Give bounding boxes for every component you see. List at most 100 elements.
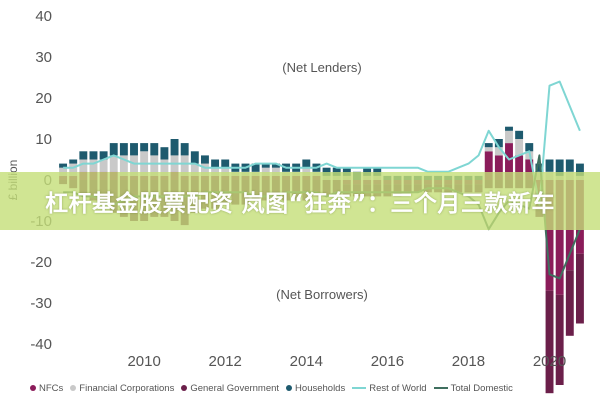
bar-households [545, 159, 554, 172]
legend-label: General Government [190, 382, 280, 394]
annotation-net-lenders: (Net Lenders) [282, 60, 361, 75]
bar-households [130, 143, 138, 156]
bar-households [332, 167, 341, 176]
bar-financial [302, 167, 311, 176]
bar-households [251, 163, 260, 172]
bar-nfcs [555, 180, 564, 295]
x-tick-label: 2018 [452, 353, 485, 370]
bar-financial [160, 159, 169, 176]
bar-nfcs [505, 143, 513, 180]
bar-financial [130, 155, 138, 176]
bar-households [271, 163, 280, 168]
legend-item: Financial Corporations [70, 383, 174, 394]
bar-households [363, 167, 372, 176]
bar-households [525, 143, 534, 152]
bar-financial [261, 167, 270, 176]
bar-financial [211, 167, 220, 176]
bar-government [545, 290, 554, 394]
y-tick-label: -30 [30, 295, 52, 312]
legend-marker [352, 387, 367, 389]
legend-marker [30, 385, 36, 391]
bar-nfcs [545, 180, 554, 291]
x-tick-label: 2012 [209, 353, 242, 370]
bar-financial [89, 159, 98, 172]
bar-households [170, 139, 179, 156]
bar-financial [59, 167, 68, 176]
bar-financial [180, 155, 189, 176]
legend-label: NFCs [39, 382, 64, 394]
legend-item: Households [286, 383, 345, 394]
bar-households [484, 143, 493, 148]
legend-item: NFCs [30, 383, 63, 394]
bar-households [373, 167, 382, 176]
y-tick-label: -40 [30, 336, 52, 353]
banner-text: 杠杆基金股票配资 岚图“狂奔”：三个月三款新车 [45, 191, 555, 217]
bar-households [109, 143, 118, 156]
legend-label: Financial Corporations [79, 382, 175, 394]
y-tick-label: 30 [35, 49, 52, 66]
legend-marker [286, 385, 293, 391]
bar-financial [79, 159, 88, 172]
x-tick-label: 2014 [290, 353, 323, 370]
bar-nfcs [525, 159, 534, 180]
bar-households [342, 167, 351, 176]
bar-households [261, 163, 270, 168]
bar-households [211, 159, 220, 168]
bar-households [190, 151, 199, 164]
bar-households [79, 151, 88, 160]
legend-marker [433, 387, 448, 389]
x-tick-label: 2016 [371, 353, 404, 370]
bar-financial [69, 163, 78, 176]
legend-label: Total Domestic [450, 382, 513, 394]
bar-financial [271, 167, 280, 176]
bar-households [180, 143, 189, 156]
bar-households [565, 159, 574, 172]
bar-financial [484, 147, 493, 152]
bar-financial [190, 163, 199, 176]
bar-households [555, 159, 564, 176]
bar-financial [515, 139, 524, 156]
bar-financial [109, 155, 118, 172]
bar-households [99, 151, 108, 160]
bar-households [322, 167, 331, 176]
legend-label: Rest of World [369, 382, 427, 394]
x-tick-label: 2020 [533, 353, 566, 370]
bar-households [505, 126, 513, 131]
x-tick-labels: 2010 2012 2014 2016 2018 2020 [127, 353, 566, 370]
bar-households [69, 159, 78, 164]
bar-nfcs [484, 151, 493, 180]
annotation-net-borrowers: (Net Borrowers) [276, 287, 368, 302]
bar-households [302, 159, 311, 168]
bar-households [160, 147, 169, 160]
x-tick-label: 2010 [127, 353, 160, 370]
bar-households [119, 143, 128, 156]
watermark-banner: 杠杆基金股票配资 岚图“狂奔”：三个月三款新车 [0, 172, 600, 230]
legend-marker [181, 385, 188, 391]
legend-label: Households [295, 382, 346, 394]
bar-financial [99, 159, 108, 172]
legend-item: General Government [181, 383, 279, 394]
bar-financial [221, 167, 230, 176]
bar-financial [119, 155, 128, 176]
legend: NFCs Financial Corporations General Govern… [30, 380, 590, 396]
bar-nfcs [494, 155, 503, 180]
legend-marker [70, 385, 77, 391]
bar-financial [494, 147, 503, 156]
bar-financial [505, 130, 513, 144]
bar-households [150, 143, 159, 156]
bar-government [555, 294, 564, 385]
bar-households [515, 130, 524, 139]
bar-government [575, 253, 584, 324]
y-tick-label: 10 [35, 131, 52, 148]
bar-households [575, 163, 584, 176]
bar-households [221, 159, 230, 168]
bar-financial [150, 155, 159, 176]
bar-financial [200, 163, 209, 176]
bar-households [494, 139, 503, 148]
legend-item: Total Domestic [433, 382, 513, 394]
bar-households [535, 163, 544, 172]
bar-nfcs [515, 155, 524, 180]
legend-item: Rest of World [352, 382, 427, 394]
y-tick-label: -20 [30, 254, 52, 271]
line-rest_of_world [63, 80, 581, 206]
